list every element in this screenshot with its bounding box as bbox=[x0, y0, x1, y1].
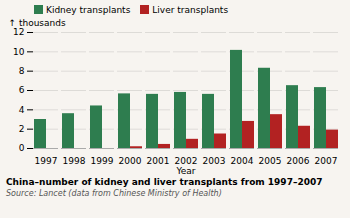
svg-text:2005: 2005 bbox=[259, 156, 282, 166]
svg-text:2001: 2001 bbox=[147, 156, 170, 166]
svg-text:0: 0 bbox=[19, 143, 25, 153]
svg-text:2004: 2004 bbox=[231, 156, 254, 166]
svg-text:1999: 1999 bbox=[91, 156, 114, 166]
svg-text:1998: 1998 bbox=[63, 156, 86, 166]
svg-text:12: 12 bbox=[13, 27, 24, 37]
html-text:China–number of kidney and liv: China–number of kidney and liver transpl… bbox=[6, 177, 323, 187]
svg-text:2003: 2003 bbox=[203, 156, 226, 166]
svg-text:2007: 2007 bbox=[315, 156, 338, 166]
svg-text:2: 2 bbox=[19, 124, 25, 134]
svg-text:8: 8 bbox=[19, 66, 25, 76]
html-text:Liver transplants: Liver transplants bbox=[152, 4, 229, 15]
svg-text:6: 6 bbox=[19, 85, 25, 95]
svg-text:2002: 2002 bbox=[175, 156, 198, 166]
svg-text:4: 4 bbox=[19, 105, 25, 115]
svg-text:2000: 2000 bbox=[119, 156, 142, 166]
svg-text:Year: Year bbox=[175, 166, 195, 176]
html-text:Source: Lancet (data from Chin: Source: Lancet (data from Chinese Minist… bbox=[6, 189, 222, 198]
html-text:Kidney transplants: Kidney transplants bbox=[46, 4, 131, 15]
svg-text:↑ thousands: ↑ thousands bbox=[9, 18, 66, 28]
svg-text:1997: 1997 bbox=[35, 156, 58, 166]
svg-text:2006: 2006 bbox=[287, 156, 310, 166]
svg-text:10: 10 bbox=[13, 47, 25, 57]
